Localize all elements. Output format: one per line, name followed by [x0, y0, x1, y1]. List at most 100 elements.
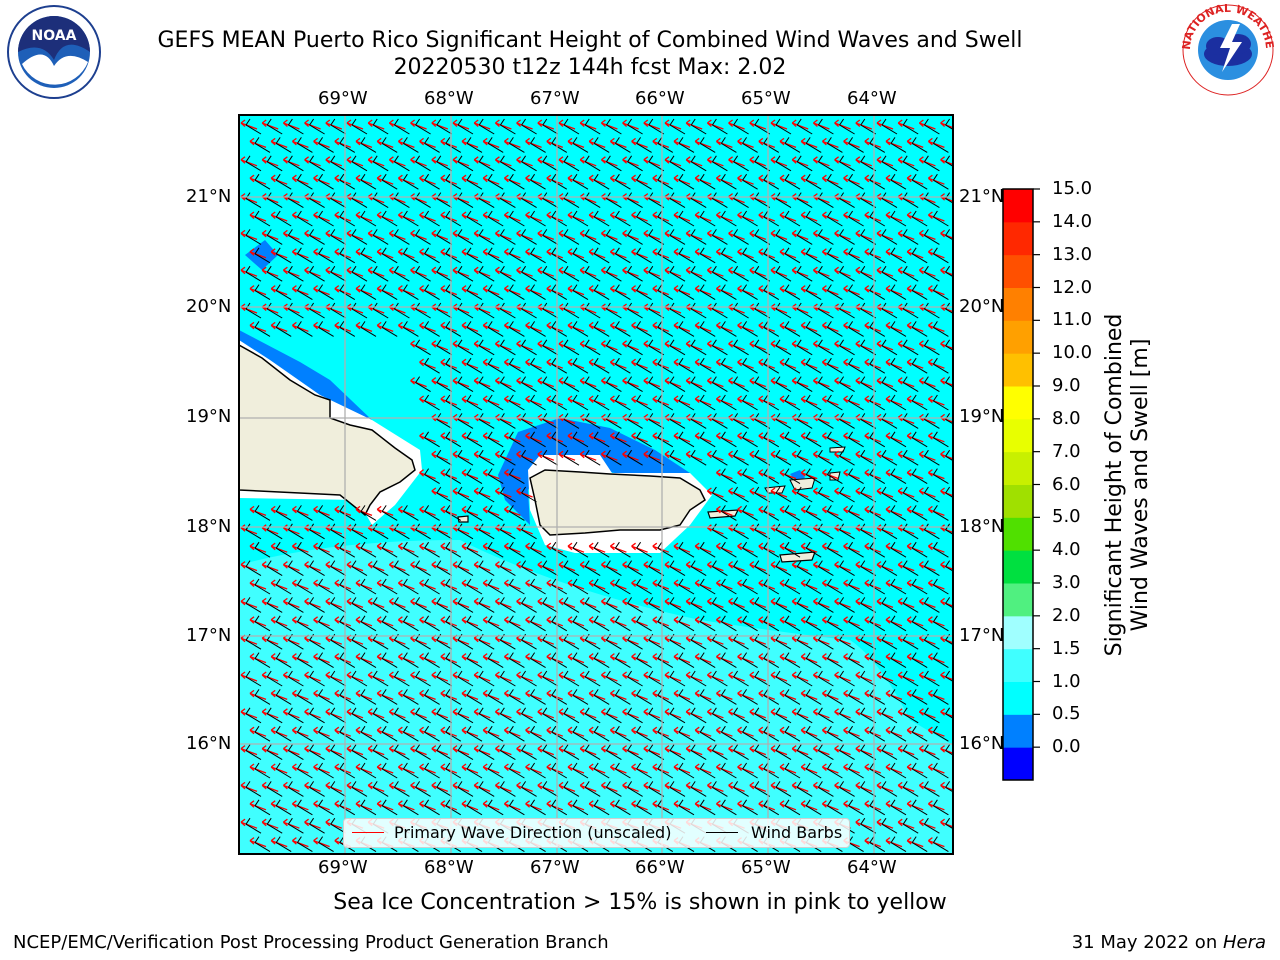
wave-direction-arrow	[706, 745, 724, 756]
wind-barb	[381, 615, 398, 632]
wave-direction-arrow	[376, 542, 394, 553]
wind-barb	[775, 229, 792, 245]
wind-barb	[339, 578, 356, 595]
wave-direction-arrow	[440, 616, 458, 627]
wind-barb	[848, 578, 864, 595]
wave-direction-arrow	[694, 395, 712, 406]
wind-barb	[318, 689, 334, 705]
wave-direction-arrow	[440, 321, 458, 333]
wind-barb	[466, 394, 483, 411]
wave-direction-arrow	[355, 137, 373, 149]
wind-barb	[763, 137, 780, 153]
wind-barb	[605, 265, 622, 282]
wind-barb	[572, 210, 589, 227]
wave-direction-arrow	[461, 248, 479, 259]
wave-direction-arrow	[482, 211, 500, 222]
wind-barb	[415, 707, 431, 724]
wind-barb	[839, 118, 855, 135]
wave-direction-arrow	[452, 229, 470, 241]
wave-direction-arrow	[419, 653, 436, 664]
wind-barb	[372, 155, 389, 172]
wave-direction-arrow	[749, 671, 767, 682]
wind-barb	[521, 707, 537, 724]
wind-barb	[678, 357, 695, 374]
wave-direction-arrow	[270, 542, 288, 553]
wind-barb	[932, 137, 949, 153]
wave-direction-arrow	[885, 395, 903, 406]
wind-barb	[245, 229, 262, 245]
wind-barb	[742, 431, 758, 448]
wave-direction-arrow	[304, 119, 321, 130]
wave-direction-arrow	[537, 597, 555, 609]
wind-barb	[932, 173, 949, 190]
wind-barb	[796, 265, 813, 282]
wave-direction-arrow	[918, 561, 936, 572]
wind-barb	[360, 173, 377, 190]
wave-direction-arrow	[791, 781, 809, 793]
wind-barb	[309, 265, 325, 282]
colorbar-tick-label: 3.0	[1052, 572, 1081, 593]
wave-direction-arrow	[737, 616, 754, 627]
wind-barb	[699, 799, 716, 816]
wind-barb	[911, 541, 928, 558]
wind-barb	[648, 265, 665, 282]
lon-tick-bottom-0: 69°W	[318, 857, 368, 878]
wind-barb	[657, 247, 674, 264]
wave-direction-arrow	[694, 285, 712, 296]
wind-barb	[657, 799, 674, 816]
wave-direction-arrow	[906, 395, 924, 406]
wave-direction-arrow	[673, 542, 691, 553]
wind-barb	[648, 633, 665, 650]
wave-direction-arrow	[546, 211, 564, 222]
wave-direction-arrow	[800, 321, 818, 333]
wave-direction-arrow	[558, 781, 576, 793]
wave-direction-arrow	[779, 432, 797, 443]
wave-direction-arrow	[325, 229, 343, 241]
wind-barb	[402, 725, 419, 742]
wind-barb	[508, 505, 525, 521]
wind-barb	[415, 229, 431, 245]
wind-barb	[720, 321, 737, 337]
wave-direction-arrow	[779, 542, 797, 553]
wave-direction-arrow	[588, 616, 606, 627]
wave-direction-arrow	[737, 726, 754, 737]
wind-barb	[932, 578, 949, 595]
wind-barb	[393, 670, 410, 687]
wind-barb	[478, 744, 495, 761]
wind-barb	[911, 762, 928, 779]
colorbar-segment	[1003, 353, 1033, 387]
wave-direction-arrow	[376, 285, 394, 296]
wind-barb	[296, 578, 313, 595]
wave-direction-arrow	[758, 689, 776, 701]
wave-direction-arrow	[906, 248, 924, 259]
wind-barb	[296, 247, 313, 264]
wind-barb	[499, 633, 516, 650]
wind-barb	[923, 449, 940, 466]
wave-direction-arrow	[918, 229, 936, 241]
wind-barb	[627, 597, 643, 613]
wave-direction-arrow	[758, 174, 776, 185]
wind-barb	[563, 229, 580, 245]
wave-direction-arrow	[537, 450, 555, 461]
wave-direction-arrow	[834, 561, 851, 572]
wind-barb	[881, 744, 898, 761]
wind-barb	[860, 560, 877, 577]
wave-direction-arrow	[906, 358, 924, 369]
wave-direction-arrow	[643, 708, 661, 719]
wave-direction-arrow	[906, 505, 924, 517]
wave-direction-arrow	[525, 248, 542, 259]
wave-direction-arrow	[631, 285, 648, 296]
wind-barb	[381, 541, 398, 558]
wind-barb	[542, 633, 559, 650]
wave-direction-arrow	[410, 597, 427, 609]
wave-direction-arrow	[791, 266, 809, 277]
wave-direction-arrow	[567, 321, 585, 333]
wind-barb	[530, 173, 546, 190]
wind-barb	[678, 173, 695, 190]
wind-barb	[605, 449, 622, 466]
wave-direction-arrow	[537, 781, 555, 793]
wind-barb	[445, 247, 462, 264]
wind-barb	[690, 670, 707, 687]
wind-barb	[436, 707, 453, 724]
wind-barb	[445, 173, 462, 190]
